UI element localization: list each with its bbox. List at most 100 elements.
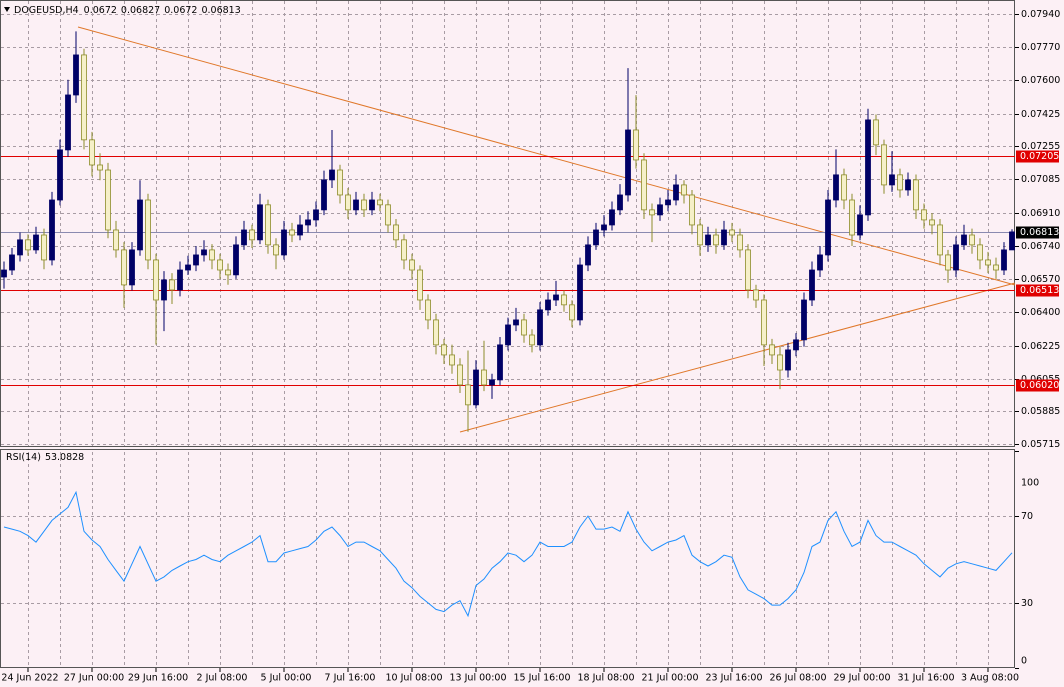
candle-body: [745, 249, 751, 291]
candle-body: [273, 244, 279, 256]
candle-body: [825, 199, 831, 256]
rsi-panel: [0, 449, 1015, 668]
y-tick-label: 0.07770: [1021, 42, 1060, 53]
candle-body: [473, 369, 479, 406]
price-panel: [0, 0, 1015, 447]
candle-body: [513, 319, 519, 326]
candle-body: [353, 199, 359, 211]
candle-body: [697, 224, 703, 246]
candle-body: [193, 254, 199, 266]
y-tick-label: 0.06570: [1021, 274, 1060, 285]
candle-body: [137, 199, 143, 251]
x-tick-label: 29 Jul 00:00: [834, 673, 891, 684]
candle-body: [41, 234, 47, 261]
candle-body: [497, 344, 503, 381]
rsi-title: RSI(14) 53.0828: [6, 452, 84, 463]
candle-body: [561, 294, 567, 306]
y-tick-label: 0.06225: [1021, 341, 1060, 352]
candle-body: [409, 259, 415, 271]
candle-body: [209, 249, 215, 261]
x-tick-label: 27 Jun 00:00: [64, 673, 124, 684]
candle-body: [489, 379, 495, 386]
candle-body: [737, 234, 743, 251]
level-label: 0.06513: [1020, 285, 1059, 296]
candle-body: [945, 254, 951, 271]
candle-body: [65, 94, 71, 151]
x-tick-label: 2 Jul 08:00: [197, 673, 248, 684]
candle-body: [929, 219, 935, 226]
candle-body: [281, 229, 287, 256]
candle-body: [881, 144, 887, 186]
candle-body: [873, 119, 879, 146]
x-tick-label: 21 Jul 00:00: [642, 673, 699, 684]
candle-body: [217, 259, 223, 271]
candle-body: [241, 229, 247, 246]
candle-body: [57, 149, 63, 201]
y-tick-label: 0.07255: [1021, 141, 1060, 152]
candle-body: [177, 269, 183, 291]
rsi-line: [3, 490, 1013, 618]
candle-body: [9, 254, 15, 271]
candle-body: [457, 364, 463, 386]
candle-body: [313, 209, 319, 221]
candle-body: [201, 249, 207, 256]
candle-body: [297, 224, 303, 236]
candle-body: [305, 219, 311, 226]
candle-body: [1001, 249, 1007, 271]
level-label: 0.07205: [1020, 151, 1059, 162]
close: 0.06813: [201, 5, 240, 16]
x-tick-label: 26 Jul 08:00: [770, 673, 827, 684]
y-tick-label: 0.07425: [1021, 109, 1060, 120]
open: 0.0672: [84, 5, 117, 16]
y-tick-label: 0.06740: [1021, 241, 1060, 252]
candle-body: [401, 239, 407, 261]
candle-body: [969, 234, 975, 246]
candle-body: [705, 234, 711, 246]
candle-body: [617, 194, 623, 211]
candle-body: [153, 259, 159, 301]
candle-body: [433, 319, 439, 346]
candle-body: [841, 174, 847, 201]
y-tick-label: 0.07940: [1021, 9, 1060, 20]
candle-body: [321, 179, 327, 211]
candle-body: [609, 209, 615, 226]
symbol: DOGEUSD,H4: [14, 5, 79, 16]
candle-body: [129, 249, 135, 286]
candle-body: [953, 244, 959, 271]
candle-body: [977, 244, 983, 261]
candle-body: [529, 334, 535, 346]
candle-body: [601, 224, 607, 231]
y-tick-label: 70: [1021, 511, 1033, 522]
level-label-box: [1016, 379, 1059, 392]
menu-icon[interactable]: [4, 7, 10, 12]
candle-body: [569, 304, 575, 321]
candle-body: [857, 214, 863, 236]
candle-body: [889, 174, 895, 186]
x-tick-label: 13 Jul 00:00: [450, 673, 507, 684]
high: 0.06827: [121, 5, 160, 16]
candle-body: [801, 299, 807, 341]
candle-body: [97, 164, 103, 171]
candle-body: [89, 139, 95, 166]
x-tick-label: 29 Jun 16:00: [128, 673, 188, 684]
candle-body: [73, 54, 79, 96]
candle-body: [145, 199, 151, 261]
candle-body: [81, 54, 87, 141]
candle-body: [425, 299, 431, 321]
candle-body: [265, 204, 271, 246]
candle-body: [537, 309, 543, 346]
candle-body: [769, 344, 775, 356]
candle-body: [985, 259, 991, 266]
low: 0.0672: [164, 5, 197, 16]
candle-body: [1, 269, 7, 278]
candle-body: [505, 324, 511, 346]
y-tick-label: 0.06400: [1021, 307, 1060, 318]
candle-body: [793, 339, 799, 351]
rsi-name: RSI(14): [6, 452, 41, 463]
candle-body: [113, 229, 119, 251]
candle-body: [121, 249, 127, 286]
candle-body: [481, 369, 487, 386]
candle-body: [545, 299, 551, 311]
candle-body: [1009, 231, 1015, 251]
